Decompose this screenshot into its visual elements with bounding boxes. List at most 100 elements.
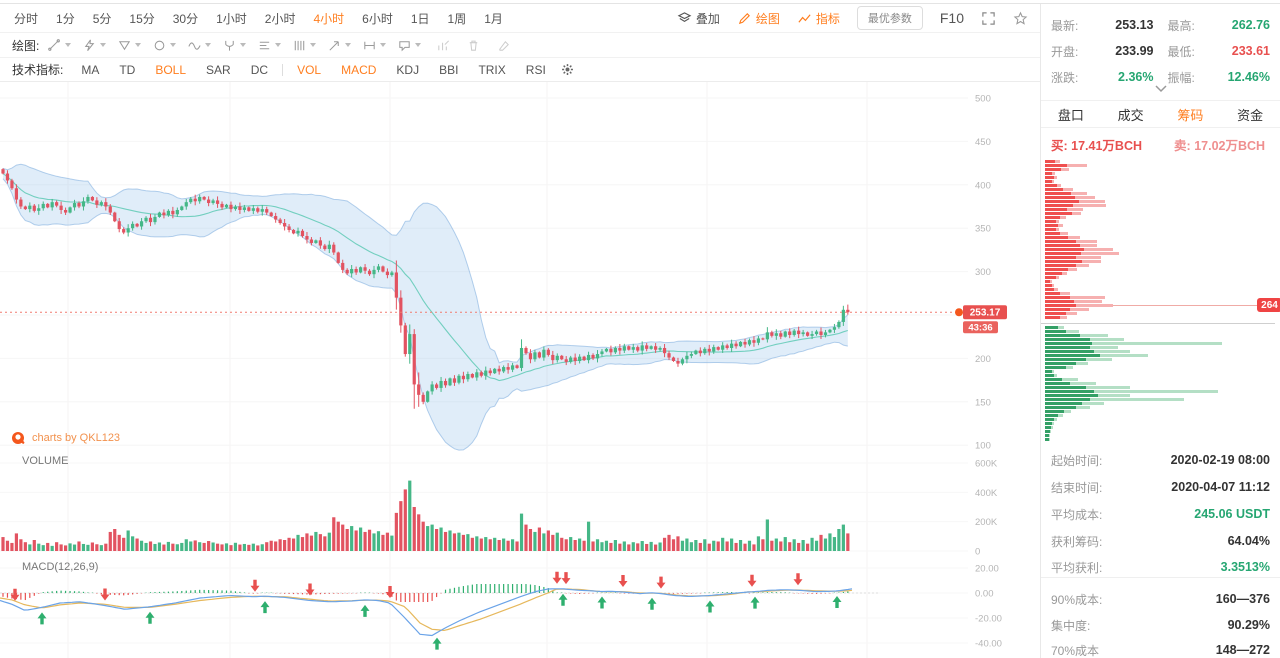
chip-bar-dark (1045, 240, 1076, 243)
range-icon[interactable] (362, 38, 387, 53)
f10-button[interactable]: F10 (939, 10, 964, 26)
chip-bar-dark (1045, 228, 1056, 231)
star-icon[interactable] (1013, 11, 1028, 26)
cost-row: 集中度: 90.29% (1041, 613, 1280, 637)
chip-bar-dark (1045, 406, 1076, 409)
chip-bar-light (1066, 312, 1077, 315)
indicator-macd[interactable]: MACD (341, 62, 377, 77)
note-icon[interactable] (397, 38, 422, 53)
ray-icon[interactable] (82, 38, 107, 53)
interval-1周[interactable]: 1周 (447, 11, 467, 26)
interval-1分[interactable]: 1分 (56, 11, 75, 26)
chip-bar-dark (1045, 184, 1057, 187)
arrow-icon[interactable] (327, 38, 352, 53)
interval-分时[interactable]: 分时 (14, 11, 39, 26)
detail-value: 2020-02-19 08:00 (1170, 453, 1270, 467)
indicator-kdj[interactable]: KDJ (396, 62, 420, 77)
candlestick-chart[interactable]: 500 450 400 350 300 200 150 100 600K 400K 200K 0 20.… (0, 82, 1040, 658)
chart-edit-icon[interactable] (436, 38, 451, 53)
chip-bar-light (1058, 414, 1063, 417)
tab-盘口[interactable]: 盘口 (1057, 107, 1084, 123)
chip-bar-dark (1045, 434, 1049, 437)
align-icon[interactable] (257, 38, 282, 53)
marker-264-label: 264 (1257, 298, 1280, 312)
indicator-ma[interactable]: MA (81, 62, 100, 77)
chip-bar-light (1098, 394, 1130, 397)
draw-toolbar: 绘图: (0, 33, 1040, 58)
fullscreen-icon[interactable] (981, 11, 996, 26)
indicator-dc[interactable]: DC (250, 62, 269, 77)
interval-1日[interactable]: 1日 (410, 11, 430, 26)
detail-label: 获利筹码: (1051, 534, 1103, 549)
svg-text:253.17: 253.17 (970, 308, 1001, 319)
trash-icon[interactable] (466, 38, 481, 53)
stat-value: 262.76 (1231, 18, 1270, 32)
shape-icon[interactable] (117, 38, 142, 53)
chip-bar-dark (1045, 244, 1080, 247)
chip-row-below (1045, 378, 1078, 381)
chip-bar-light (1070, 296, 1105, 299)
tab-成交[interactable]: 成交 (1117, 107, 1144, 123)
interval-1小时[interactable]: 1小时 (216, 11, 247, 26)
chip-bar-light (1084, 248, 1113, 251)
interval-5分[interactable]: 5分 (92, 11, 112, 26)
stat-value: 253.13 (1115, 18, 1154, 32)
indicator-bbi[interactable]: BBI (439, 62, 459, 77)
trend-line-icon[interactable] (47, 38, 72, 53)
indicator-td[interactable]: TD (119, 62, 136, 77)
chip-bar-dark (1045, 220, 1056, 223)
gear-icon[interactable] (560, 62, 575, 77)
interval-1月[interactable]: 1月 (484, 11, 503, 26)
interval-4小时[interactable]: 4小时 (313, 11, 345, 26)
circle-icon[interactable] (152, 38, 177, 53)
chip-row-above (1045, 256, 1101, 259)
columns-icon[interactable] (292, 38, 317, 53)
interval-6小时[interactable]: 6小时 (362, 11, 393, 26)
chip-bar-dark (1045, 200, 1079, 203)
overlay-button[interactable]: 叠加 (677, 10, 720, 27)
draw-button[interactable]: 绘图 (737, 10, 780, 27)
detail-row: 结束时间: 2020-04-07 11:12 (1041, 475, 1280, 499)
indicator-sar[interactable]: SAR (206, 62, 231, 77)
tab-筹码[interactable]: 筹码 (1177, 107, 1204, 123)
interval-30分[interactable]: 30分 (172, 11, 199, 26)
chip-row-below (1045, 426, 1053, 429)
chip-bar-light (1049, 434, 1050, 437)
pitchfork-icon[interactable] (222, 38, 247, 53)
indicator-rsi[interactable]: RSI (525, 62, 546, 77)
best-params-button[interactable]: 最优参数 (856, 6, 923, 30)
chip-bar-light (1055, 160, 1060, 163)
stat-value: 2.36% (1118, 70, 1154, 84)
chip-row-above (1045, 244, 1097, 247)
chip-bar-dark (1045, 398, 1090, 401)
indicator-button[interactable]: 指标 (797, 10, 840, 27)
interval-2小时[interactable]: 2小时 (264, 11, 296, 26)
svg-text:400: 400 (975, 180, 991, 191)
indicator-bar-label: 技术指标: (12, 63, 64, 77)
detail-value: 2020-04-07 11:12 (1171, 480, 1270, 494)
chip-bar-light (1060, 316, 1067, 319)
svg-text:200K: 200K (975, 517, 998, 528)
cost-row: 90%成本: 160—376 (1041, 587, 1280, 611)
chevron-down-icon[interactable] (1041, 84, 1280, 94)
indicator-boll[interactable]: BOLL (155, 62, 187, 77)
indicator-trix[interactable]: TRIX (478, 62, 506, 77)
chip-bar-light (1067, 164, 1087, 167)
stat-涨跌: 涨跌: 2.36% (1051, 69, 1154, 86)
chip-bar-dark (1045, 438, 1049, 441)
chip-bar-dark (1045, 248, 1084, 251)
interval-15分[interactable]: 15分 (129, 11, 155, 26)
chip-bar-light (1076, 304, 1113, 307)
chip-bar-dark (1045, 414, 1058, 417)
cost-label: 集中度: (1051, 618, 1091, 633)
chip-bar-dark (1045, 312, 1066, 315)
chip-bar-dark (1045, 410, 1064, 413)
cost-value: 90.29% (1227, 618, 1270, 632)
chip-bar-light (1081, 252, 1119, 255)
wave-icon[interactable] (187, 38, 212, 53)
chip-bar-light (1056, 276, 1059, 279)
chip-bar-dark (1045, 390, 1094, 393)
indicator-vol[interactable]: VOL (297, 62, 322, 77)
eraser-icon[interactable] (496, 38, 511, 53)
tab-资金[interactable]: 资金 (1237, 107, 1264, 123)
